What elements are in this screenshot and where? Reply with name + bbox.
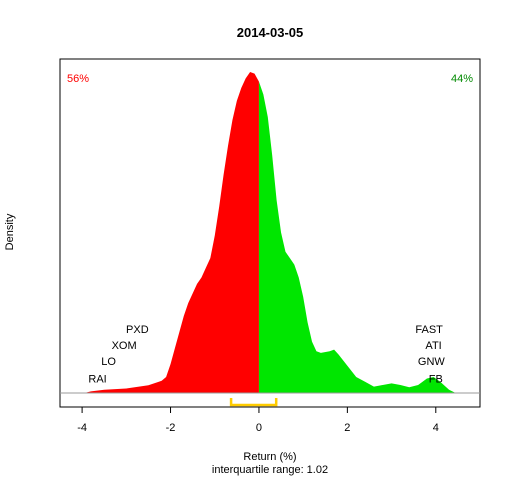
x-axis: -4 -2 0 2 4 [77,407,439,434]
x-tick-label: 0 [256,422,262,434]
positive-share-label: 44% [451,73,473,85]
x-tick-label: 4 [433,422,439,434]
stock-label: LO [101,356,116,368]
stock-label: FAST [415,324,443,336]
iqr-label: interquartile range: 1.02 [212,464,328,476]
stock-label: RAI [88,374,106,386]
y-axis-label: Density [4,213,16,250]
x-axis-label: Return (%) [243,451,296,463]
stock-label: GNW [418,356,446,368]
stock-label: FB [429,374,443,386]
density-areas [84,72,456,393]
stock-label: ATI [425,340,441,352]
iqr-bracket-line [229,398,278,407]
x-tick-label: 2 [344,422,350,434]
x-tick-label: -2 [166,422,176,434]
negative-return-area [84,72,259,393]
chart-title: 2014-03-05 [237,25,304,40]
positive-return-area [258,81,456,393]
x-tick-label: -4 [77,422,87,434]
stock-label: XOM [112,340,137,352]
iqr-bracket [229,398,278,407]
stock-labels: PXD XOM LO RAI FAST ATI GNW FB [88,324,445,386]
plot-frame [59,58,481,408]
stock-label: PXD [126,324,149,336]
negative-share-label: 56% [67,73,89,85]
